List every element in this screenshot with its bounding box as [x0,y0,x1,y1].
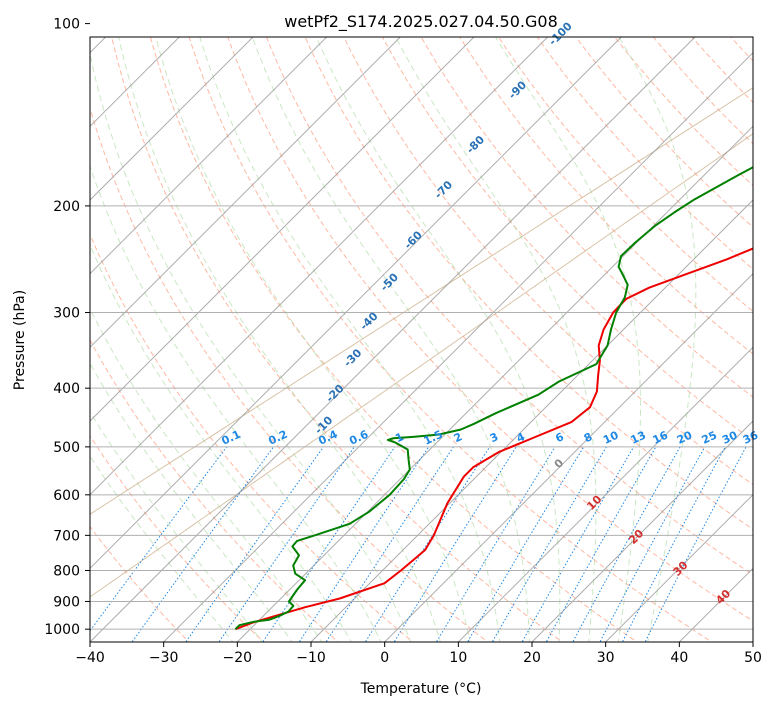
mixing-ratio-line [364,446,491,642]
mixing-ratio-line [218,446,355,642]
isotherm-line [90,37,181,128]
y-tick-label: 500 [53,440,80,456]
y-tick-label: 1000 [44,622,80,638]
mixing-ratio-label: 10 [601,428,621,446]
moist-adiabat-line [90,164,382,642]
mixing-ratio-label: 30 [720,428,740,446]
x-tick-label: 50 [744,650,762,666]
chart-title: wetPf2_S174.2025.027.04.50.G08 [284,12,558,32]
mixing-ratio-line [90,446,228,632]
mixing-ratio-label: 36 [741,428,761,446]
y-tick-label: 100 [53,17,80,33]
y-axis: 100 200 300 400 500 600 700 800 900 1000 [44,17,90,638]
dry-adiabat-line [304,37,753,531]
y-tick-label: 600 [53,488,80,504]
mixing-ratio-line [491,446,607,642]
x-tick-label: 30 [597,650,615,666]
profile-lines [234,166,753,631]
dry-adiabat-line [459,37,753,355]
moist-adiabat-line [90,455,234,642]
isotherm-line [90,37,328,275]
moist-adiabat-line [90,410,264,642]
isotherm-line [90,37,696,642]
temperature-line [235,247,753,631]
mixing-ratio-label: 25 [700,429,719,447]
isotherm-line [163,51,753,642]
mixing-ratio-label: 20 [675,428,695,446]
mixing-ratio-line [435,446,556,642]
dewpoint-line [234,166,753,630]
mixing-ratio-line [393,446,517,642]
x-tick-label: 20 [523,650,541,666]
x-axis: −40 −30 −20 −10 0 10 20 30 40 50 [75,642,762,666]
mixing-ratio-line [325,446,454,642]
dry-adiabat-line [265,37,753,576]
dry-adiabat-line [90,106,489,642]
y-tick-label: 300 [53,306,80,322]
dry-adiabat-line [343,37,753,486]
mixing-ratio-line [185,446,324,642]
mixing-ratio-label: 13 [629,429,648,447]
isotherm-line [90,37,254,201]
dry-adiabat-line [188,37,713,642]
isotherm-line [384,272,753,642]
x-tick-label: −40 [75,650,105,666]
mixing-ratio-line [131,446,274,642]
moist-adiabat-line [90,51,412,642]
isotherm-line [90,37,475,422]
lcl-curve [90,133,753,598]
x-tick-label: 10 [449,650,467,666]
isotherm-line [752,641,753,642]
x-tick-label: −10 [296,650,326,666]
x-tick-label: 40 [670,650,688,666]
x-tick-label: 0 [380,650,389,666]
mixing-ratio-line [262,446,396,642]
lcl-curve [90,87,753,515]
y-tick-label: 200 [53,199,80,215]
mixing-ratio-line [621,446,726,642]
isotherm-line [90,37,549,496]
isotherm-line [236,125,753,642]
dry-adiabat-line [420,37,753,398]
isotherm-line [605,493,753,642]
y-tick-label: 800 [53,563,80,579]
mixing-ratio-line [545,446,657,642]
mixing-ratio-line [466,446,585,642]
pressure-grid [90,37,753,642]
y-tick-label: 700 [53,528,80,544]
mixing-ratio-label: 16 [651,428,671,446]
mixing-ratio-line [298,446,430,642]
y-axis-title: Pressure (hPa) [12,290,28,390]
isotherm-line [90,37,402,349]
mixing-ratio-line [599,446,706,642]
y-tick-label: 900 [53,594,80,610]
isotherm-line [531,420,753,642]
plot-frame [89,36,754,643]
mixing-ratio-line [521,446,635,642]
moist-adiabat-line [90,362,293,642]
x-tick-label: −30 [149,650,179,666]
plot-background [90,37,753,642]
mixing-ratio-line [572,446,681,642]
isotherm-line [310,199,753,642]
isotherm-line [90,37,623,570]
y-tick-label: 400 [53,381,80,397]
x-tick-label: −20 [223,650,253,666]
isotherm-line [457,346,753,642]
x-axis-title: Temperature (°C) [360,681,482,697]
